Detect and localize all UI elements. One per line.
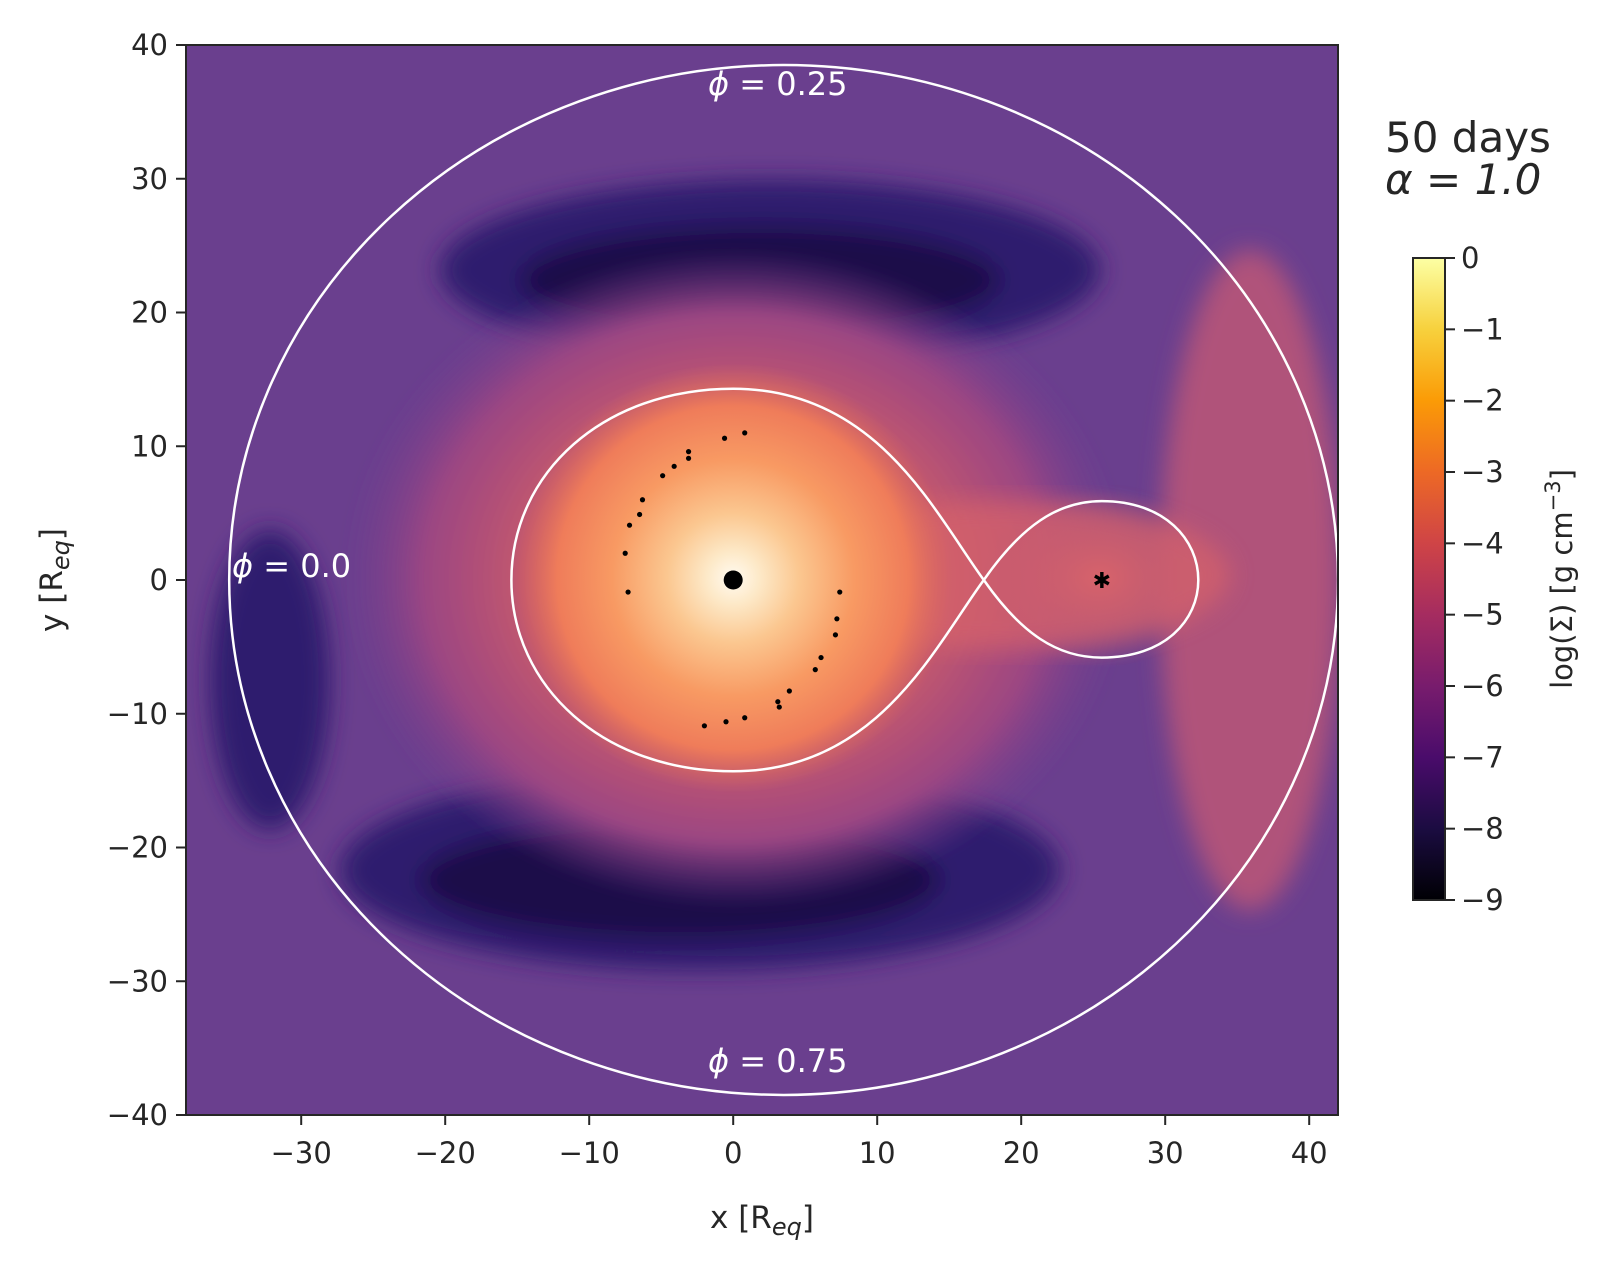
particle-point (626, 522, 633, 528)
outer-circle-contour (228, 63, 1338, 1097)
phase-label-left: ϕ = 0.0 (232, 547, 351, 585)
colorbar-label: log(Σ) [g cm−3] (1541, 469, 1579, 689)
roche-lobe-contour (510, 387, 1200, 773)
particle-point (837, 589, 843, 595)
phase-label-bottom: ϕ = 0.75 (708, 1042, 848, 1080)
particle-point (625, 589, 631, 595)
particle-point (639, 497, 646, 503)
particle-point (721, 435, 728, 441)
y-axis-label: y [Req] (34, 528, 75, 632)
colorbar-tick-label: −3 (1461, 455, 1504, 489)
particle-point (685, 455, 692, 461)
x-tick-label: 10 (859, 1136, 896, 1170)
x-tick-label: 30 (1147, 1136, 1184, 1170)
particle-point (742, 430, 748, 436)
particle-point (685, 449, 692, 455)
y-tick-label: −10 (107, 697, 168, 731)
particle-point (776, 704, 782, 710)
y-tick-label: −30 (107, 964, 168, 998)
phase-label-top: ϕ = 0.25 (708, 65, 848, 103)
particle-point (786, 688, 792, 694)
particle-point (660, 473, 666, 479)
colorbar-tick-label: −8 (1461, 812, 1504, 846)
x-tick-label: 0 (724, 1136, 742, 1170)
colorbar-tick-label: 0 (1461, 241, 1479, 275)
y-tick-label: −20 (107, 831, 168, 865)
heatmap-panel: ✱ (186, 45, 1338, 1115)
title-line-1: 50 days (1385, 113, 1551, 162)
x-tick-label: −10 (559, 1136, 620, 1170)
x-axis-label: x [Req] (710, 1200, 814, 1241)
primary-star (723, 570, 743, 590)
colorbar-tick-label: −1 (1461, 312, 1504, 346)
particle-point (775, 699, 781, 705)
colorbar-tick-label: −5 (1461, 598, 1504, 632)
colorbar-tick-label: −6 (1461, 669, 1504, 703)
secondary-star: ✱ (1093, 569, 1111, 594)
y-tick-label: 20 (131, 296, 168, 330)
y-tick-label: 40 (131, 28, 168, 62)
y-tick-label: −40 (107, 1098, 168, 1132)
colorbar-tick-label: −2 (1461, 384, 1504, 418)
particle-point (832, 632, 839, 638)
particle-point (637, 511, 643, 518)
y-tick-label: 10 (131, 429, 168, 463)
particle-point (742, 715, 748, 721)
particle-point (701, 723, 708, 729)
x-tick-label: 20 (1003, 1136, 1040, 1170)
colorbar-tick-label: −4 (1461, 526, 1504, 560)
secondary-halo (980, 488, 1220, 668)
colorbar-tick-label: −9 (1461, 883, 1504, 917)
y-tick-label: 30 (131, 162, 168, 196)
x-tick-label: −20 (415, 1136, 476, 1170)
x-tick-label: 40 (1291, 1136, 1328, 1170)
outer-ring-tint (1160, 250, 1338, 910)
title-line-2: α = 1.0 (1385, 155, 1541, 204)
x-tick-label: −30 (271, 1136, 332, 1170)
particle-point (834, 616, 840, 622)
particle-point (818, 654, 824, 661)
particle-point (723, 719, 729, 725)
particle-point (622, 550, 628, 556)
colorbar (1412, 257, 1446, 901)
y-tick-label: 0 (150, 563, 168, 597)
particle-point (671, 463, 677, 469)
particle-point (812, 667, 818, 673)
colorbar-tick-label: −7 (1461, 740, 1504, 774)
left-dark-band (210, 530, 330, 830)
